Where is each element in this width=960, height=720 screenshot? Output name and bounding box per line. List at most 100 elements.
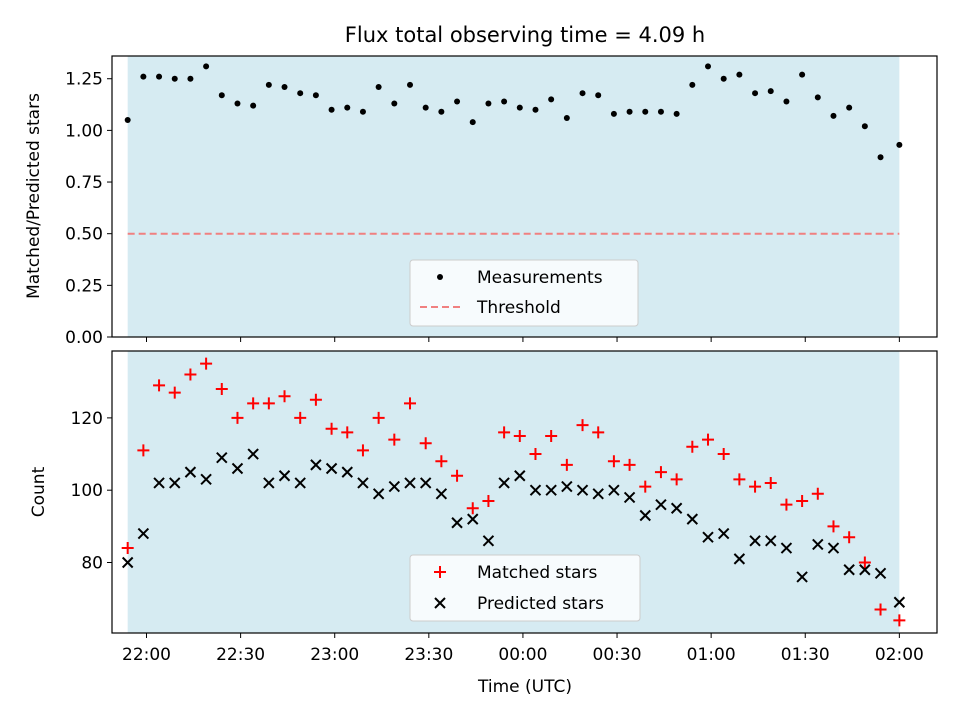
measurement-point [563, 114, 570, 121]
matched-star-point [419, 437, 432, 450]
predicted-star-point [325, 462, 338, 475]
matched-star-point [325, 422, 338, 435]
measurement-point [281, 83, 288, 90]
legend-box-top [409, 259, 639, 327]
measurement-point [422, 104, 429, 111]
measurement-point [375, 83, 382, 90]
matched-star-point [545, 429, 558, 442]
legend-predicted-label: Predicted stars [477, 594, 604, 614]
predicted-star-point [780, 542, 793, 554]
y-ticks-bottom: 80 100 120 [71, 409, 112, 574]
legend-matched-label: Matched stars [477, 563, 597, 583]
predicted-star-point [467, 513, 479, 525]
matched-star-point [702, 433, 715, 446]
predicted-star-point [749, 535, 761, 547]
y-tick-label: 0.00 [65, 328, 103, 348]
matched-star-point [843, 531, 856, 544]
predicted-star-point [874, 567, 887, 580]
matched-star-point [184, 368, 197, 381]
measurement-point [814, 94, 821, 101]
measurement-points [124, 63, 903, 161]
predicted-star-point [216, 451, 228, 464]
y-tick-label: 0.50 [65, 225, 103, 245]
measurement-point [767, 88, 774, 95]
measurement-point [234, 100, 241, 107]
matched-star-point [623, 458, 636, 471]
legend-matched-marker [434, 566, 446, 578]
x-tick-label: 22:00 [122, 645, 171, 665]
matched-star-point [466, 502, 479, 515]
matched-star-point [670, 473, 683, 486]
predicted-star-point [357, 477, 369, 489]
matched-star-point [482, 495, 495, 508]
measurement-point [156, 73, 163, 80]
matched-star-point [200, 357, 213, 370]
measurement-point [532, 106, 539, 113]
matched-star-point [341, 426, 354, 439]
predicted-star-point [498, 477, 510, 489]
matched-star-point [654, 466, 667, 479]
measurement-point [689, 81, 696, 88]
measurement-point [877, 154, 884, 161]
x-tick-label: 23:30 [404, 645, 453, 665]
predicted-star-point [765, 535, 777, 547]
predicted-star-point [153, 477, 165, 489]
matched-star-point [309, 393, 322, 406]
predicted-star-point [169, 477, 181, 489]
x-tick-label: 02:00 [875, 645, 924, 665]
matched-star-point [749, 480, 762, 493]
matched-star-point [686, 440, 699, 453]
y-tick-label: 0.75 [65, 173, 103, 193]
x-ticks-top [146, 337, 900, 342]
predicted-star-point [419, 477, 432, 489]
measurement-point [485, 100, 492, 107]
ratio-panel: 0.00 0.25 0.50 0.75 1.00 1.25 Matched/Predict… [24, 55, 938, 348]
predicted-star-point [893, 596, 906, 608]
x-tick-label: 23:00 [310, 645, 359, 665]
measurement-point [720, 75, 727, 82]
axes-frame-bottom [111, 350, 938, 634]
x-tick-label: 01:30 [781, 645, 830, 665]
measurement-point [501, 98, 508, 105]
matched-star-point [231, 411, 244, 424]
measurement-point [830, 112, 837, 119]
predicted-star-point [200, 473, 212, 486]
measurement-point [861, 123, 868, 130]
measurement-point [218, 92, 225, 99]
measurement-point [359, 108, 366, 115]
legend-top: Measurements Threshold [409, 259, 639, 327]
matched-star-point [294, 411, 307, 424]
predicted-star-point [184, 466, 197, 478]
chart-title: Flux total observing time = 4.09 h [345, 23, 705, 47]
predicted-star-point [404, 477, 416, 489]
matched-star-point [796, 495, 809, 508]
predicted-star-point [247, 448, 259, 460]
measurement-point [642, 108, 649, 115]
measurement-point [595, 92, 602, 99]
measurement-point [265, 81, 272, 88]
matched-star-point [717, 448, 730, 461]
measurement-point [610, 110, 617, 117]
predicted-star-point [310, 459, 322, 471]
predicted-star-point [278, 470, 291, 482]
matched-star-point [247, 397, 260, 410]
measurement-point [469, 119, 476, 126]
measurement-point [171, 75, 178, 82]
matched-star-point [733, 473, 746, 486]
matched-star-point [592, 426, 605, 439]
matched-star-point [607, 455, 620, 468]
matched-star-point [764, 476, 777, 489]
matched-star-point [451, 469, 464, 482]
predicted-star-point [451, 517, 463, 529]
predicted-star-point [812, 538, 824, 551]
legend-measurements-label: Measurements [477, 268, 603, 288]
measurement-point [783, 98, 790, 105]
matched-star-point [404, 397, 417, 410]
measurement-point [344, 104, 351, 111]
matched-star-point [576, 419, 589, 432]
count-panel: 80 100 120 22:00 22:30 23:00 23:30 00:00 00:30 0… [29, 350, 938, 697]
measurement-point [328, 106, 335, 113]
measurement-point [203, 63, 210, 70]
matched-star-point [639, 480, 652, 493]
